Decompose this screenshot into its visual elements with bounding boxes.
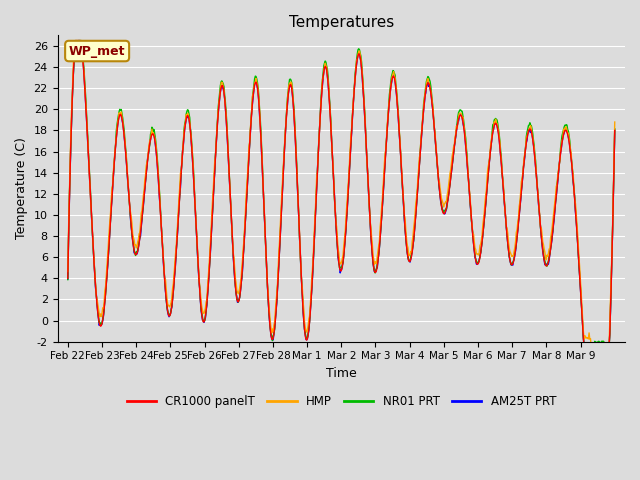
X-axis label: Time: Time [326,367,356,380]
Title: Temperatures: Temperatures [289,15,394,30]
Y-axis label: Temperature (C): Temperature (C) [15,138,28,240]
Legend: CR1000 panelT, HMP, NR01 PRT, AM25T PRT: CR1000 panelT, HMP, NR01 PRT, AM25T PRT [122,391,561,413]
Text: WP_met: WP_met [69,45,125,58]
